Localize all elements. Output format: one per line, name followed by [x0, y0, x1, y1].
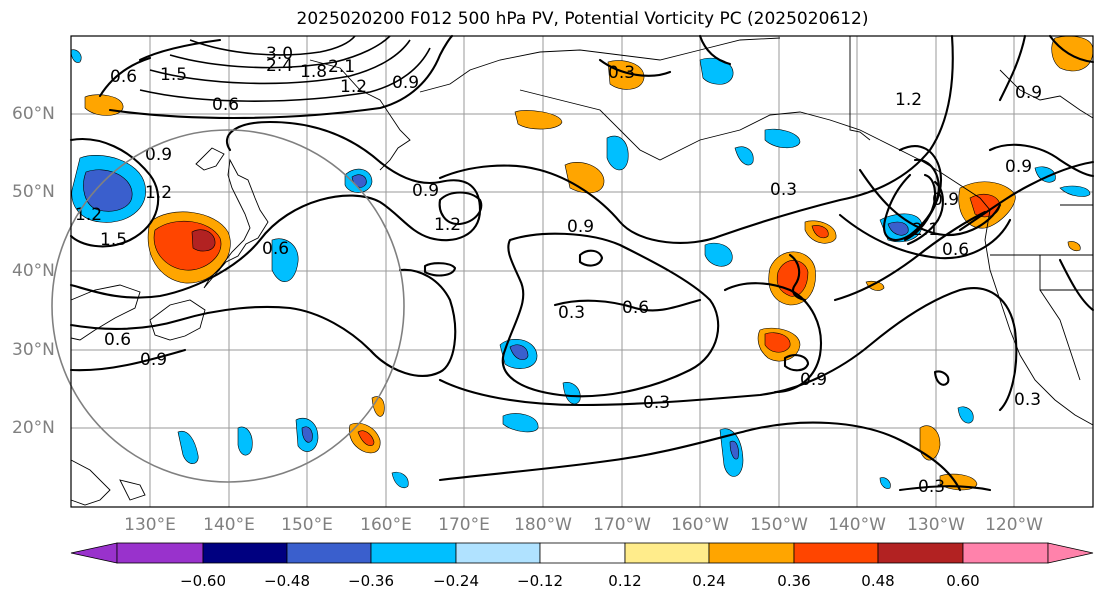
- contour-label: 0.9: [932, 190, 959, 210]
- contour-label: 0.3: [918, 477, 945, 497]
- lon-label: 140°E: [203, 515, 255, 535]
- lon-label: 150°W: [750, 515, 808, 535]
- lon-label: 170°E: [438, 515, 490, 535]
- lon-label: 120°W: [985, 515, 1043, 535]
- map-frame: [70, 35, 1094, 508]
- colorbar-tick: 0.24: [692, 572, 726, 590]
- contour-label: 0.3: [643, 393, 670, 413]
- colorbar-tick: 0.60: [946, 572, 980, 590]
- contour-label: 0.6: [942, 240, 969, 260]
- contour-label-layer: 3.0 2.4 1.8 2.1 1.5 1.2 0.6 0.6 0.9 0.9 …: [75, 44, 1042, 497]
- contour-label: 0.3: [608, 63, 635, 83]
- lat-label: 40°N: [12, 261, 55, 281]
- colorbar-tick: 0.48: [861, 572, 895, 590]
- contour-label: 0.9: [145, 145, 172, 165]
- contour-label: 0.9: [412, 181, 439, 201]
- lon-label: 180°W: [514, 515, 572, 535]
- lon-label: 150°E: [281, 515, 333, 535]
- contour-label: 1.5: [100, 230, 127, 250]
- contour-label: 0.3: [558, 303, 585, 323]
- contour-label: 1.5: [160, 65, 187, 85]
- contour-label: 0.9: [392, 73, 419, 93]
- contour-label: 0.9: [140, 350, 167, 370]
- lon-label: 140°W: [828, 515, 886, 535]
- colorbar-tick: 0.36: [777, 572, 811, 590]
- contour-label: 3.0: [266, 44, 293, 64]
- lat-label: 30°N: [12, 340, 55, 360]
- contour-label: 0.3: [1014, 390, 1041, 410]
- contour-label: 1.2: [895, 90, 922, 110]
- lon-label: 160°W: [671, 515, 729, 535]
- contour-label: 1.2: [340, 77, 367, 97]
- contour-label: 0.6: [212, 95, 239, 115]
- lon-label: 160°E: [360, 515, 412, 535]
- contour-label: 1.2: [434, 215, 461, 235]
- contour-label: 0.3: [770, 180, 797, 200]
- lon-label: 170°W: [593, 515, 651, 535]
- contour-label: 0.9: [800, 370, 827, 390]
- contour-label: 2.1: [328, 57, 355, 77]
- contour-label: 1.2: [75, 205, 102, 225]
- pv-contours: [69, 34, 1095, 492]
- contour-label: 0.9: [567, 217, 594, 237]
- colorbar: [70, 542, 1094, 564]
- contour-label: 0.6: [110, 67, 137, 87]
- contour-label: 0.9: [1005, 157, 1032, 177]
- contour-label: 2.1: [912, 220, 939, 240]
- map-title: 2025020200 F012 500 hPa PV, Potential Vo…: [296, 9, 869, 29]
- contour-label: 0.9: [1015, 83, 1042, 103]
- range-circle: [51, 129, 405, 483]
- colorbar-tick: −0.60: [180, 572, 226, 590]
- contour-label: 1.8: [300, 62, 327, 82]
- pv-anomaly-fills: [70, 35, 1094, 491]
- colorbar-tick: −0.12: [517, 572, 563, 590]
- colorbar-tick: −0.36: [348, 572, 394, 590]
- lat-label: 60°N: [12, 104, 55, 124]
- contour-label: 2.4: [266, 56, 293, 76]
- contour-label: 0.6: [104, 330, 131, 350]
- colorbar-tick: −0.24: [433, 572, 479, 590]
- lon-label: 130°E: [124, 515, 176, 535]
- colorbar-tick: −0.48: [264, 572, 310, 590]
- lat-label: 50°N: [12, 182, 55, 202]
- contour-label: 0.6: [262, 239, 289, 259]
- lon-label: 130°W: [907, 515, 965, 535]
- contour-label: 1.2: [145, 183, 172, 203]
- contour-label: 0.6: [622, 298, 649, 318]
- colorbar-tick: 0.12: [608, 572, 642, 590]
- lat-label: 20°N: [12, 418, 55, 438]
